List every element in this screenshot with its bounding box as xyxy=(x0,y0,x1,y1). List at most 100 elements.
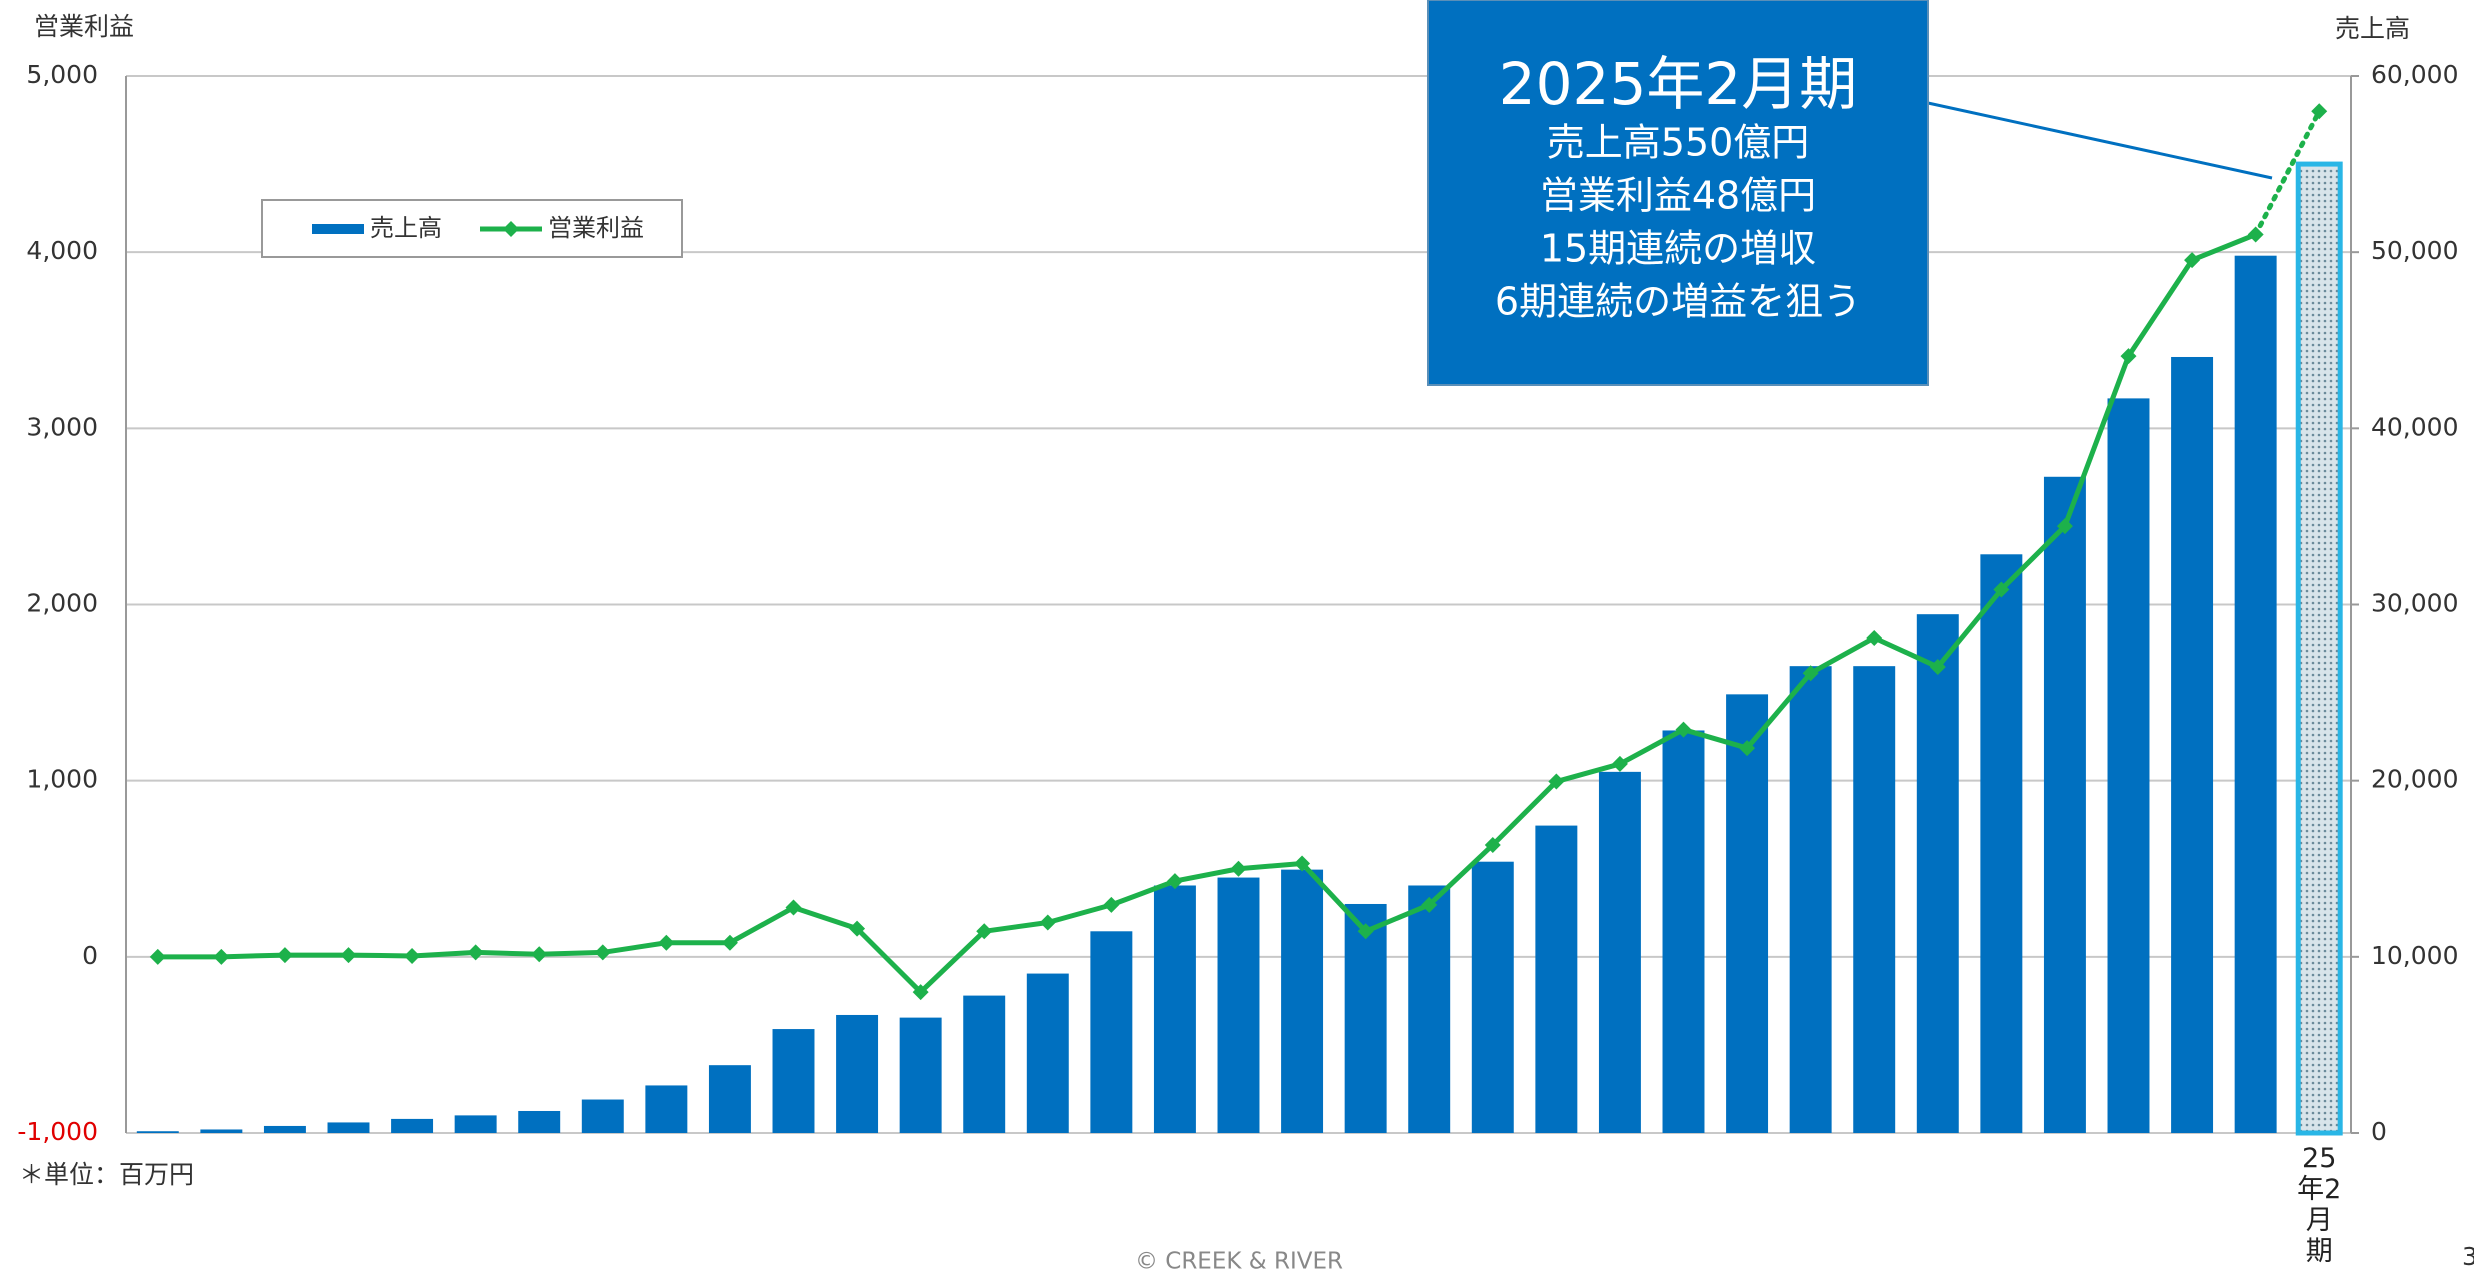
bar xyxy=(1471,861,1514,1133)
bar xyxy=(454,1115,497,1133)
bar xyxy=(2171,356,2214,1133)
y2-axis-title: 売上高 xyxy=(2335,14,2410,43)
marker xyxy=(149,948,166,965)
bar xyxy=(391,1118,434,1133)
marker xyxy=(1993,581,2010,598)
marker xyxy=(1611,755,1628,772)
bar xyxy=(1344,903,1387,1133)
line xyxy=(157,232,2257,995)
marker xyxy=(1866,629,1883,646)
bar xyxy=(136,1131,179,1133)
bar xyxy=(1408,885,1451,1133)
marker xyxy=(1230,860,1247,877)
annotation-text: 6期連続の増益を狙う xyxy=(1495,280,1861,324)
bar xyxy=(2107,398,2150,1133)
marker xyxy=(976,923,993,940)
annotation-text: 2025年2月期 xyxy=(1499,50,1858,118)
marker xyxy=(404,947,421,964)
bar xyxy=(2234,255,2277,1133)
bar xyxy=(1662,730,1705,1133)
marker xyxy=(2247,226,2264,243)
marker xyxy=(1357,923,1374,940)
y2-tick-label: 40,000 xyxy=(2371,412,2458,441)
marker xyxy=(2311,103,2328,120)
marker xyxy=(658,934,675,951)
y-axis-title: 営業利益 xyxy=(34,12,134,41)
bar xyxy=(1090,931,1133,1133)
bar xyxy=(581,1099,624,1133)
marker xyxy=(1039,914,1056,931)
annotation-text: 15期連続の増収 xyxy=(1540,227,1816,271)
y-tick-label: -1,000 xyxy=(17,1117,98,1146)
bar xyxy=(1726,694,1769,1133)
legend-label: 売上高 xyxy=(370,214,442,242)
y2-tick-label: 10,000 xyxy=(2371,941,2458,970)
forecast-line xyxy=(2253,108,2322,238)
bar xyxy=(899,1017,942,1133)
y-tick-label: 0 xyxy=(82,941,98,970)
bar xyxy=(963,995,1006,1133)
bar xyxy=(1853,666,1896,1133)
marker xyxy=(531,946,548,963)
marker xyxy=(276,947,293,964)
marker xyxy=(1103,896,1120,913)
y2-tick-label: 30,000 xyxy=(2371,589,2458,618)
bar xyxy=(1535,825,1578,1133)
marker xyxy=(1548,773,1565,790)
unit-note: ＊単位：百万円 xyxy=(19,1160,194,1189)
legend-label: 営業利益 xyxy=(548,214,644,242)
bar xyxy=(1217,877,1260,1133)
bar xyxy=(1980,554,2023,1133)
y-tick-label: 1,000 xyxy=(26,765,98,794)
marker xyxy=(785,899,802,916)
bar xyxy=(327,1122,370,1133)
bar xyxy=(1598,771,1641,1133)
marker xyxy=(912,984,929,1001)
annotation-text: 売上高550億円 xyxy=(1547,121,1810,165)
legend-swatch xyxy=(312,224,364,234)
bar xyxy=(1281,869,1324,1133)
bar xyxy=(263,1125,306,1133)
marker xyxy=(1802,665,1819,682)
page-number: 3 xyxy=(2462,1242,2474,1271)
bar xyxy=(1916,614,1959,1133)
marker xyxy=(2120,348,2137,365)
bar xyxy=(836,1014,879,1133)
annotation-text: 営業利益48億円 xyxy=(1540,174,1816,218)
bar xyxy=(645,1085,688,1133)
y2-tick-label: 0 xyxy=(2371,1117,2387,1146)
marker xyxy=(721,934,738,951)
marker xyxy=(1294,855,1311,872)
marker xyxy=(340,947,357,964)
marker xyxy=(1929,659,1946,676)
marker xyxy=(213,948,230,965)
marker xyxy=(1166,873,1183,890)
marker xyxy=(1421,896,1438,913)
bar xyxy=(1789,666,1832,1133)
y2-tick-label: 20,000 xyxy=(2371,765,2458,794)
marker xyxy=(594,944,611,961)
bar xyxy=(2295,161,2343,1136)
bar xyxy=(772,1029,815,1133)
y-tick-label: 2,000 xyxy=(26,589,98,618)
y-tick-label: 3,000 xyxy=(26,412,98,441)
bar xyxy=(518,1110,561,1133)
bar xyxy=(200,1129,243,1133)
marker xyxy=(467,944,484,961)
marker xyxy=(2184,252,2201,269)
marker xyxy=(1675,721,1692,738)
bar xyxy=(1153,885,1196,1133)
marker xyxy=(1739,740,1756,757)
y-tick-label: 4,000 xyxy=(26,236,98,265)
y2-tick-label: 60,000 xyxy=(2371,60,2458,89)
x-tick-label: 25年2月期 xyxy=(2297,1143,2342,1267)
bar xyxy=(2043,476,2086,1133)
annotation-box xyxy=(1427,0,1929,386)
copyright: © CREEK & RIVER xyxy=(1135,1249,1343,1275)
marker xyxy=(2056,518,2073,535)
legend-swatch xyxy=(503,221,519,237)
y2-tick-label: 50,000 xyxy=(2371,236,2458,265)
marker xyxy=(849,920,866,937)
